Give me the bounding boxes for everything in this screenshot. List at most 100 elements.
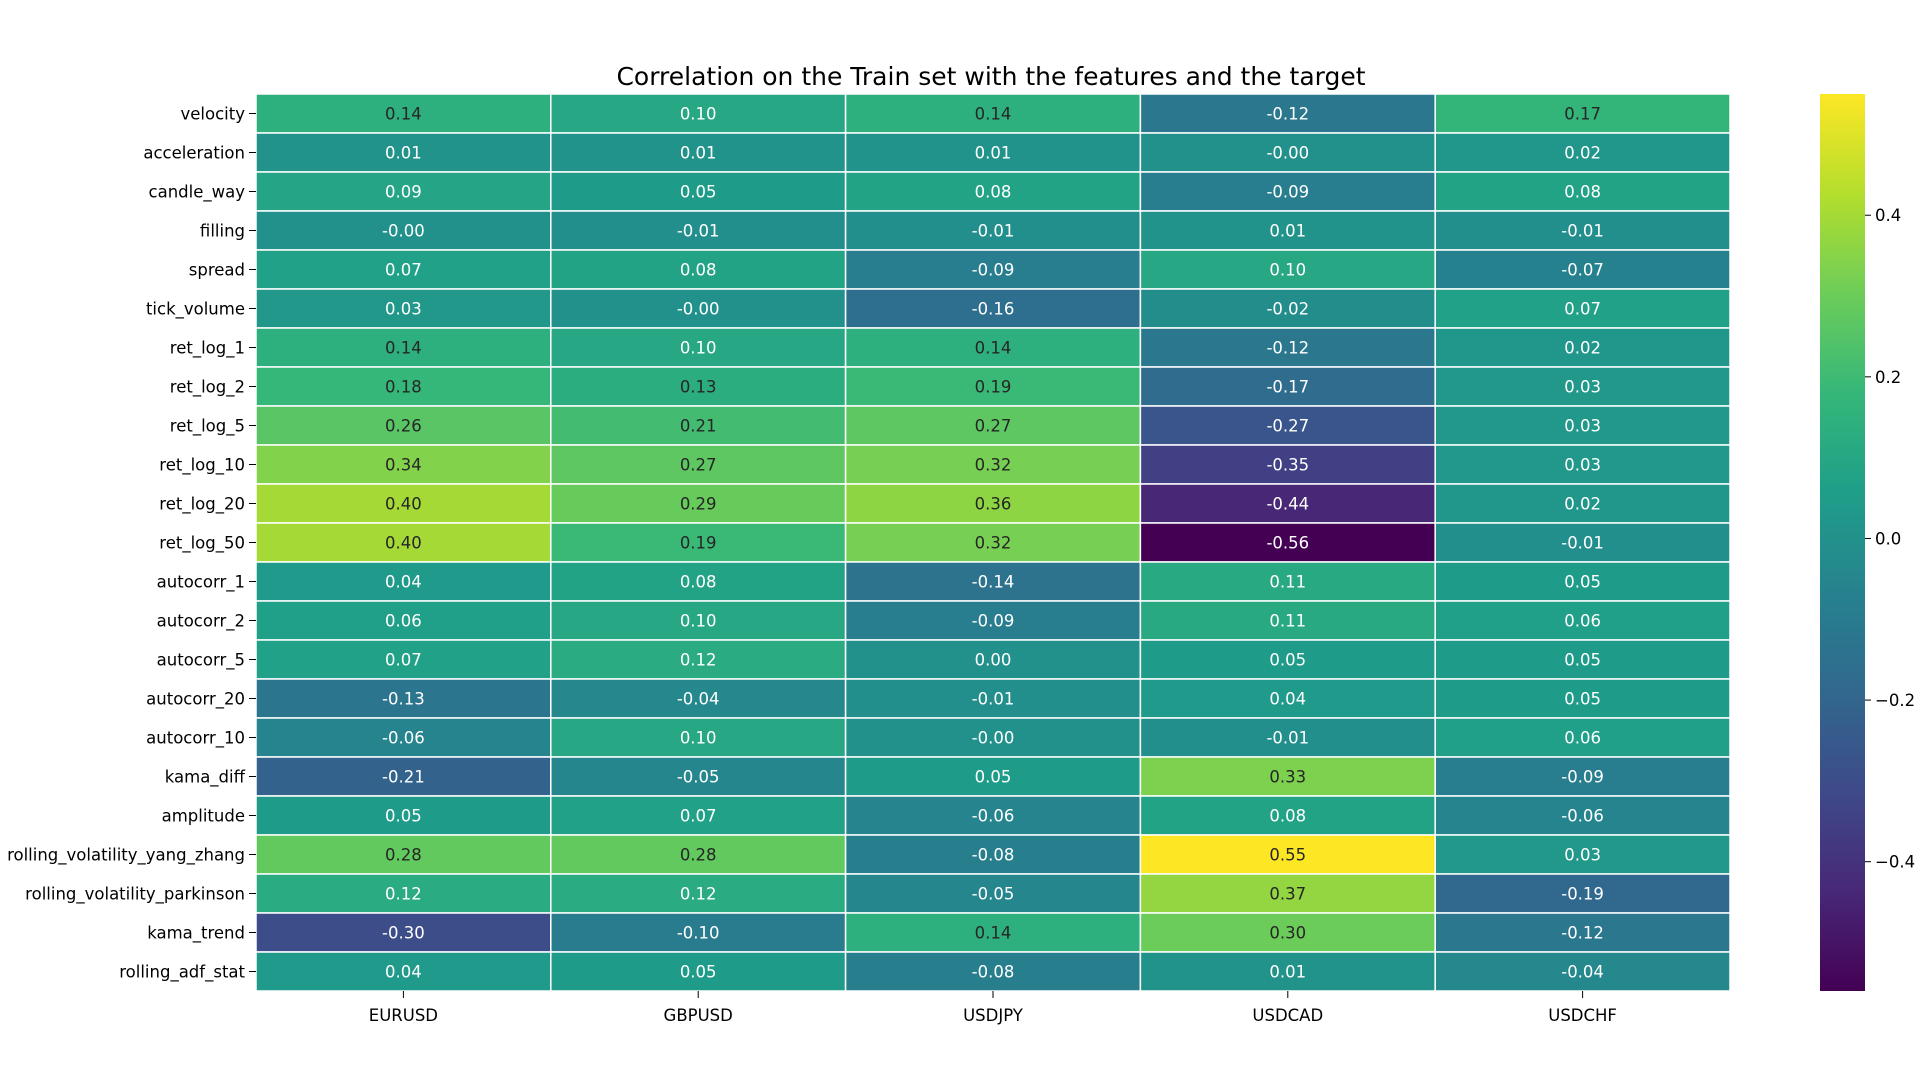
cell-value-label: 0.06 <box>1564 612 1601 631</box>
heatmap-cell <box>1434 795 1731 836</box>
cell-value-label: 0.14 <box>385 339 422 358</box>
cell-value-label: 0.04 <box>385 573 422 592</box>
row-label: acceleration <box>143 144 245 163</box>
cell-value-label: 0.01 <box>385 144 422 163</box>
cell-value-label: 0.05 <box>680 183 717 202</box>
heatmap-cell <box>1434 678 1731 719</box>
cell-value-label: 0.10 <box>680 612 717 631</box>
cell-value-label: -0.00 <box>1266 144 1309 163</box>
cell-value-label: 0.06 <box>1564 729 1601 748</box>
cell-value-label: -0.07 <box>1561 261 1604 280</box>
heatmap-cell <box>1434 912 1731 953</box>
heatmap-cell <box>1434 600 1731 641</box>
cell-value-label: 0.06 <box>385 612 422 631</box>
cell-value-label: 0.55 <box>1269 846 1306 865</box>
cell-value-label: 0.10 <box>1269 261 1306 280</box>
heatmap-cell <box>1139 678 1436 719</box>
cell-value-label: -0.21 <box>382 768 425 787</box>
cell-value-label: 0.02 <box>1564 144 1601 163</box>
cell-value-label: -0.27 <box>1266 417 1309 436</box>
cell-value-label: -0.06 <box>972 807 1015 826</box>
cell-value-label: 0.04 <box>385 963 422 982</box>
heatmap-cell <box>844 600 1142 641</box>
heatmap-cell <box>255 522 552 563</box>
heatmap-cell <box>550 873 847 914</box>
heatmap-cell <box>255 834 552 875</box>
heatmap-cell <box>844 93 1142 134</box>
heatmap-cell <box>1139 483 1436 524</box>
cell-value-label: -0.04 <box>1561 963 1604 982</box>
cell-value-label: 0.08 <box>680 261 717 280</box>
row-label: autocorr_5 <box>157 651 245 671</box>
row-label: ret_log_20 <box>159 495 245 515</box>
heatmap-cell <box>255 366 552 407</box>
row-label: ret_log_10 <box>159 456 245 476</box>
column-label: USDCAD <box>1252 1006 1323 1025</box>
heatmap-cell <box>255 327 552 368</box>
cell-value-label: -0.09 <box>972 612 1015 631</box>
heatmap-cell <box>550 717 847 758</box>
cell-value-label: -0.08 <box>972 963 1015 982</box>
cell-value-label: 0.33 <box>1269 768 1306 787</box>
row-label: autocorr_2 <box>157 612 245 632</box>
heatmap-cell <box>844 483 1142 524</box>
cell-value-label: 0.34 <box>385 456 422 475</box>
cell-value-label: -0.06 <box>1561 807 1604 826</box>
row-label: autocorr_20 <box>146 690 245 710</box>
cell-value-label: -0.12 <box>1266 339 1309 358</box>
cell-value-label: 0.08 <box>680 573 717 592</box>
heatmap-cell <box>844 405 1142 446</box>
heatmap-cell <box>1434 834 1731 875</box>
cell-value-label: 0.05 <box>1269 651 1306 670</box>
cell-value-label: 0.27 <box>975 417 1012 436</box>
cell-value-label: -0.01 <box>677 222 720 241</box>
cell-value-label: -0.09 <box>1561 768 1604 787</box>
heatmap-cell <box>550 756 847 797</box>
cell-value-label: 0.03 <box>1564 846 1601 865</box>
row-label: velocity <box>181 105 246 124</box>
chart-title: Correlation on the Train set with the fe… <box>616 62 1365 91</box>
heatmap-cell <box>550 171 847 212</box>
cell-value-label: -0.16 <box>972 300 1015 319</box>
heatmap-cell <box>1139 873 1436 914</box>
cell-value-label: -0.00 <box>382 222 425 241</box>
cell-value-label: -0.04 <box>677 690 720 709</box>
cell-value-label: 0.03 <box>1564 378 1601 397</box>
cell-value-label: 0.01 <box>1269 222 1306 241</box>
heatmap-cell <box>1139 639 1436 680</box>
heatmap-cell <box>550 444 847 485</box>
row-label: ret_log_1 <box>170 339 245 359</box>
heatmap-cell <box>550 600 847 641</box>
heatmap-cell <box>1139 600 1436 641</box>
heatmap-cell <box>1139 834 1436 875</box>
row-label: amplitude <box>162 807 245 826</box>
heatmap-cell <box>1139 522 1436 563</box>
row-label: ret_log_5 <box>170 417 245 437</box>
cell-value-label: 0.03 <box>385 300 422 319</box>
cell-value-label: 0.27 <box>680 456 717 475</box>
heatmap-cell <box>255 561 552 602</box>
column-label: GBPUSD <box>664 1006 733 1025</box>
heatmap-cell <box>1434 717 1731 758</box>
heatmap-cell <box>844 951 1142 992</box>
cell-value-label: 0.05 <box>385 807 422 826</box>
cell-value-label: 0.12 <box>680 885 717 904</box>
cell-value-label: -0.05 <box>972 885 1015 904</box>
heatmap-cell <box>550 678 847 719</box>
cell-value-label: 0.01 <box>1269 963 1306 982</box>
heatmap-cell <box>550 288 847 329</box>
cell-value-label: 0.07 <box>680 807 717 826</box>
cell-value-label: -0.12 <box>1266 105 1309 124</box>
column-label: EURUSD <box>369 1006 438 1025</box>
heatmap-cell <box>255 444 552 485</box>
cell-value-label: -0.14 <box>972 573 1015 592</box>
heatmap-cell <box>844 834 1142 875</box>
heatmap-cell <box>844 756 1142 797</box>
cell-value-label: 0.40 <box>385 495 422 514</box>
heatmap-cell <box>255 249 552 290</box>
heatmap-cell <box>1434 639 1731 680</box>
heatmap-cell <box>550 951 847 992</box>
row-label: spread <box>189 261 245 280</box>
